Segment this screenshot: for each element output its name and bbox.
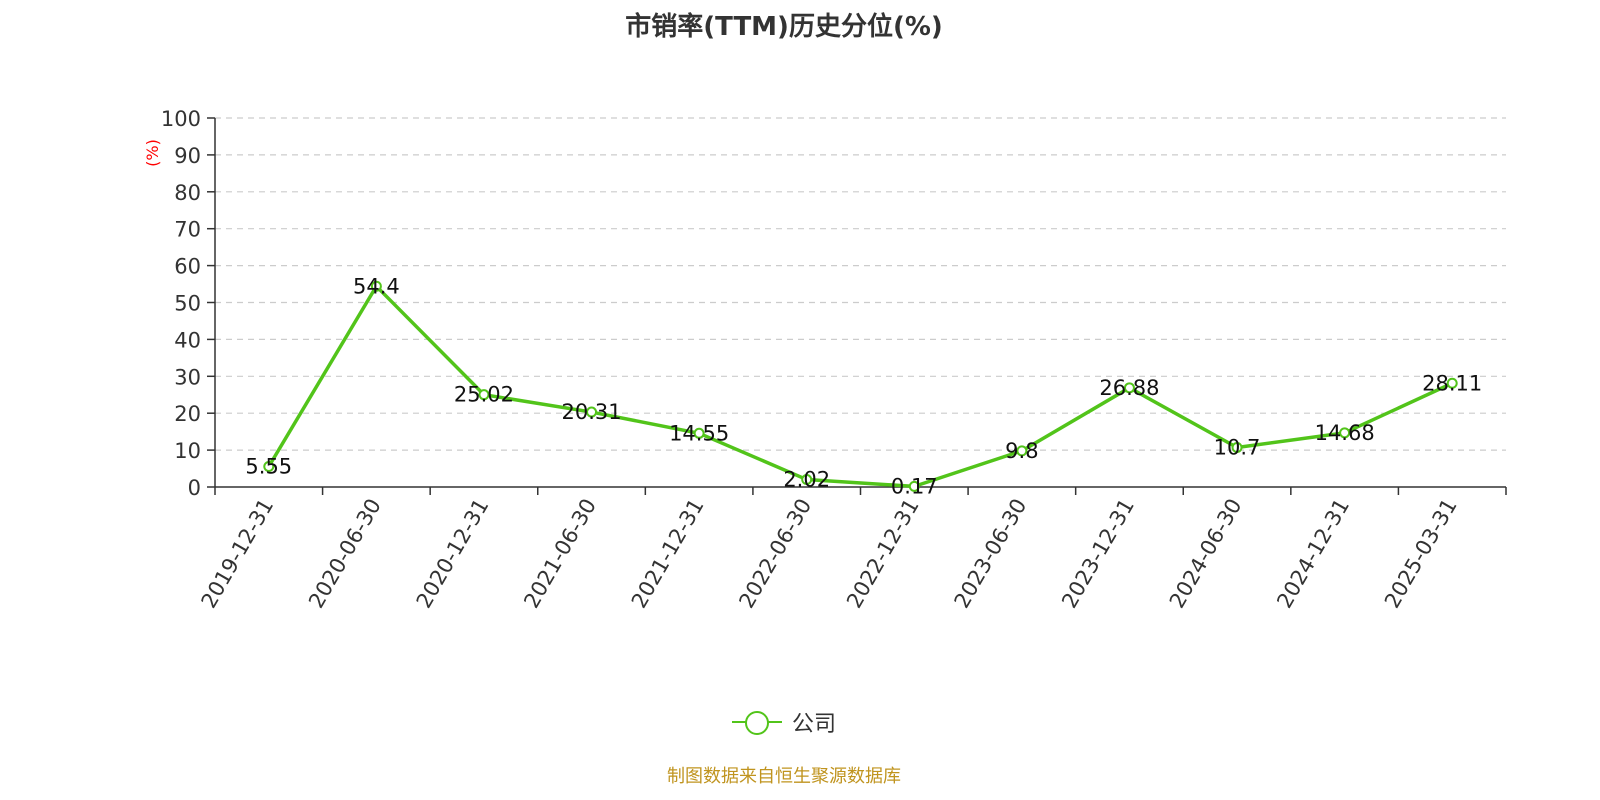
legend-item-company[interactable]: 公司 <box>731 706 836 738</box>
data-label: 28.11 <box>1422 371 1482 395</box>
data-label: 25.02 <box>454 383 514 407</box>
chart-title: 市销率(TTM)历史分位(%) <box>625 12 943 42</box>
data-label: 10.7 <box>1214 436 1261 460</box>
y-tick-label: 20 <box>174 402 201 426</box>
data-point <box>1446 377 1458 389</box>
data-label: 9.8 <box>1005 439 1038 463</box>
x-tick-label: 2024-06-30 <box>1165 495 1247 613</box>
x-tick-label: 2023-12-31 <box>1057 495 1139 613</box>
x-tick-label: 2024-12-31 <box>1272 495 1354 613</box>
data-point <box>1123 382 1135 394</box>
x-tick-label: 2022-12-31 <box>842 495 924 613</box>
data-label: 26.88 <box>1099 376 1159 400</box>
data-point <box>1339 427 1351 439</box>
series-line <box>267 284 1453 489</box>
x-tick-label: 2020-12-31 <box>412 495 494 613</box>
x-tick-label: 2021-12-31 <box>627 495 709 613</box>
x-tick-label: 2020-06-30 <box>304 495 386 613</box>
y-tick-label: 100 <box>161 107 201 131</box>
legend-label: 公司 <box>791 712 836 737</box>
data-point <box>693 427 705 439</box>
data-point <box>370 280 382 292</box>
y-tick-label: 10 <box>174 439 201 463</box>
data-point <box>908 480 920 492</box>
data-label: 14.68 <box>1315 421 1375 445</box>
y-axis-label: (%) <box>143 139 162 167</box>
y-tick-label: 40 <box>174 328 201 352</box>
y-tick-label: 0 <box>188 476 201 500</box>
data-point <box>1231 442 1243 454</box>
data-point <box>263 461 275 473</box>
y-tick-label: 50 <box>174 292 201 316</box>
legend[interactable]: 公司 <box>0 706 1568 740</box>
line-circle-icon <box>731 710 782 735</box>
data-label: 0.17 <box>891 474 938 498</box>
y-tick-label: 30 <box>174 365 201 389</box>
source-note: 制图数据来自恒生聚源数据库 <box>667 766 901 787</box>
y-tick-label: 70 <box>174 218 201 242</box>
data-label: 54.4 <box>353 274 400 298</box>
x-tick-label: 2022-06-30 <box>734 495 816 613</box>
data-point <box>801 474 813 486</box>
data-label: 14.55 <box>669 421 729 445</box>
data-point <box>586 406 598 418</box>
x-tick-label: 2021-06-30 <box>519 495 601 613</box>
y-tick-label: 80 <box>174 181 201 205</box>
data-point <box>1016 445 1028 457</box>
data-label: 20.31 <box>561 400 621 424</box>
x-tick-label: 2019-12-31 <box>197 495 279 613</box>
data-label: 2.02 <box>783 468 830 492</box>
y-tick-label: 90 <box>174 144 201 168</box>
data-label: 5.55 <box>245 455 292 479</box>
x-tick-label: 2025-03-31 <box>1380 495 1462 613</box>
data-point <box>478 389 490 401</box>
x-tick-label: 2023-06-30 <box>950 495 1032 613</box>
y-tick-label: 60 <box>174 255 201 279</box>
